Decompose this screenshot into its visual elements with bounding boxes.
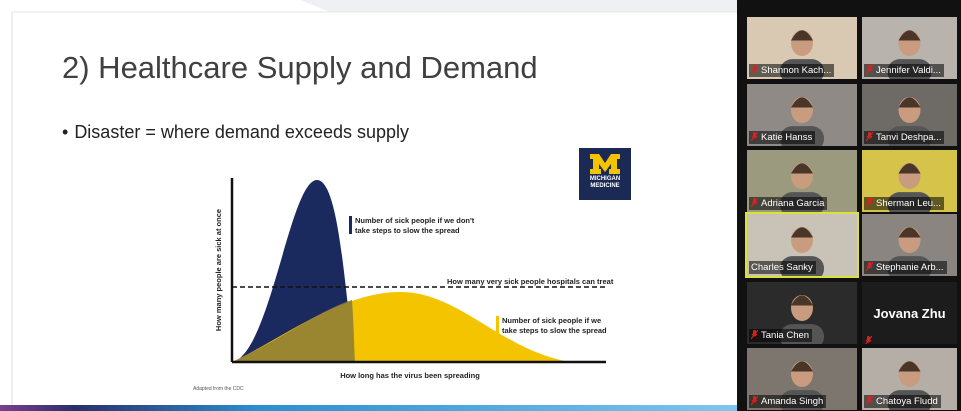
logo-text: MICHIGAN bbox=[579, 176, 631, 183]
slide: How many very sick people hospitals can … bbox=[0, 0, 737, 411]
name-text: Tanvi Deshpa... bbox=[876, 132, 941, 143]
participant-name: Jennifer Valdi... bbox=[864, 64, 944, 77]
mic-muted-icon bbox=[866, 132, 873, 141]
participant-tile[interactable]: Jovana Zhu bbox=[862, 282, 957, 344]
participant-tile[interactable]: Tanvi Deshpa... bbox=[862, 84, 957, 146]
participant-name: Katie Hanss bbox=[749, 131, 815, 144]
annotation-line: Number of sick people if we don't bbox=[355, 216, 475, 225]
y-axis-label: How many people are sick at once bbox=[214, 209, 223, 331]
bullet: Disaster = where demand exceeds supply bbox=[62, 122, 409, 143]
screen: How many very sick people hospitals can … bbox=[0, 0, 961, 411]
participant-name: Shannon Kach... bbox=[749, 64, 834, 77]
mic-muted-icon bbox=[751, 198, 758, 207]
bottom-strip bbox=[0, 405, 737, 411]
participant-name: Adriana Garcia bbox=[749, 197, 827, 210]
name-text: Adriana Garcia bbox=[761, 198, 824, 209]
participant-name: Tania Chen bbox=[749, 329, 812, 342]
source: Adapted from the CDC bbox=[193, 386, 244, 392]
participant-tile[interactable]: Sherman Leu... bbox=[862, 150, 957, 212]
participant-tile[interactable]: Adriana Garcia bbox=[747, 150, 857, 212]
participant-name: Sherman Leu... bbox=[864, 197, 944, 210]
mic-muted-icon bbox=[751, 330, 758, 339]
name-text: Katie Hanss bbox=[761, 132, 812, 143]
participant-tile[interactable]: Stephanie Arb... bbox=[862, 214, 957, 276]
participant-tile[interactable]: Tania Chen bbox=[747, 282, 857, 344]
mic-muted-icon bbox=[866, 262, 873, 271]
participant-tile[interactable]: Shannon Kach... bbox=[747, 17, 857, 79]
participant-name: Amanda Singh bbox=[749, 395, 826, 408]
slide-title: 2) Healthcare Supply and Demand bbox=[62, 50, 538, 86]
participant-name: Jovana Zhu bbox=[862, 306, 957, 321]
gallery: Shannon Kach... Jennifer Valdi... Katie Ha… bbox=[737, 0, 961, 411]
capacity-label: How many very sick people hospitals can … bbox=[447, 277, 614, 286]
mic-muted-icon bbox=[865, 332, 872, 341]
name-text: Amanda Singh bbox=[761, 396, 823, 407]
participant-name: Tanvi Deshpa... bbox=[864, 131, 944, 144]
name-text: Shannon Kach... bbox=[761, 65, 831, 76]
name-text: Chatoya Fludd bbox=[876, 396, 938, 407]
logo-mark bbox=[590, 154, 620, 174]
mic-muted-icon bbox=[866, 396, 873, 405]
participant-tile[interactable]: Charles Sanky bbox=[747, 214, 857, 276]
annotation-bar bbox=[349, 216, 352, 234]
x-axis-label: How long has the virus been spreading bbox=[340, 371, 480, 380]
name-text: Tania Chen bbox=[761, 330, 809, 341]
name-text: Stephanie Arb... bbox=[876, 262, 944, 273]
name-text: Charles Sanky bbox=[751, 262, 813, 273]
mic-muted-icon bbox=[751, 396, 758, 405]
mic-muted-icon bbox=[866, 198, 873, 207]
participant-name: Stephanie Arb... bbox=[864, 261, 947, 274]
logo: MICHIGAN MEDICINE bbox=[579, 148, 631, 200]
annotation-line: take steps to slow the spread bbox=[502, 326, 607, 335]
participant-tile[interactable]: Katie Hanss bbox=[747, 84, 857, 146]
mic-muted-icon bbox=[751, 65, 758, 74]
participant-name: Chatoya Fludd bbox=[864, 395, 941, 408]
top-band bbox=[300, 0, 737, 12]
name-text: Jennifer Valdi... bbox=[876, 65, 941, 76]
bullet-list: Disaster = where demand exceeds supply bbox=[62, 122, 409, 143]
logo-text: MEDICINE bbox=[579, 183, 631, 190]
participant-name: Charles Sanky bbox=[749, 261, 816, 274]
participant-tile[interactable]: Jennifer Valdi... bbox=[862, 17, 957, 79]
participant-tile[interactable]: Chatoya Fludd bbox=[862, 348, 957, 410]
annotation-bar bbox=[496, 316, 499, 334]
annotation-line: take steps to slow the spread bbox=[355, 226, 460, 235]
mic-muted-icon bbox=[751, 132, 758, 141]
name-text: Sherman Leu... bbox=[876, 198, 941, 209]
mic-muted-icon bbox=[866, 65, 873, 74]
participant-tile[interactable]: Amanda Singh bbox=[747, 348, 857, 410]
annotation-line: Number of sick people if we bbox=[502, 316, 601, 325]
